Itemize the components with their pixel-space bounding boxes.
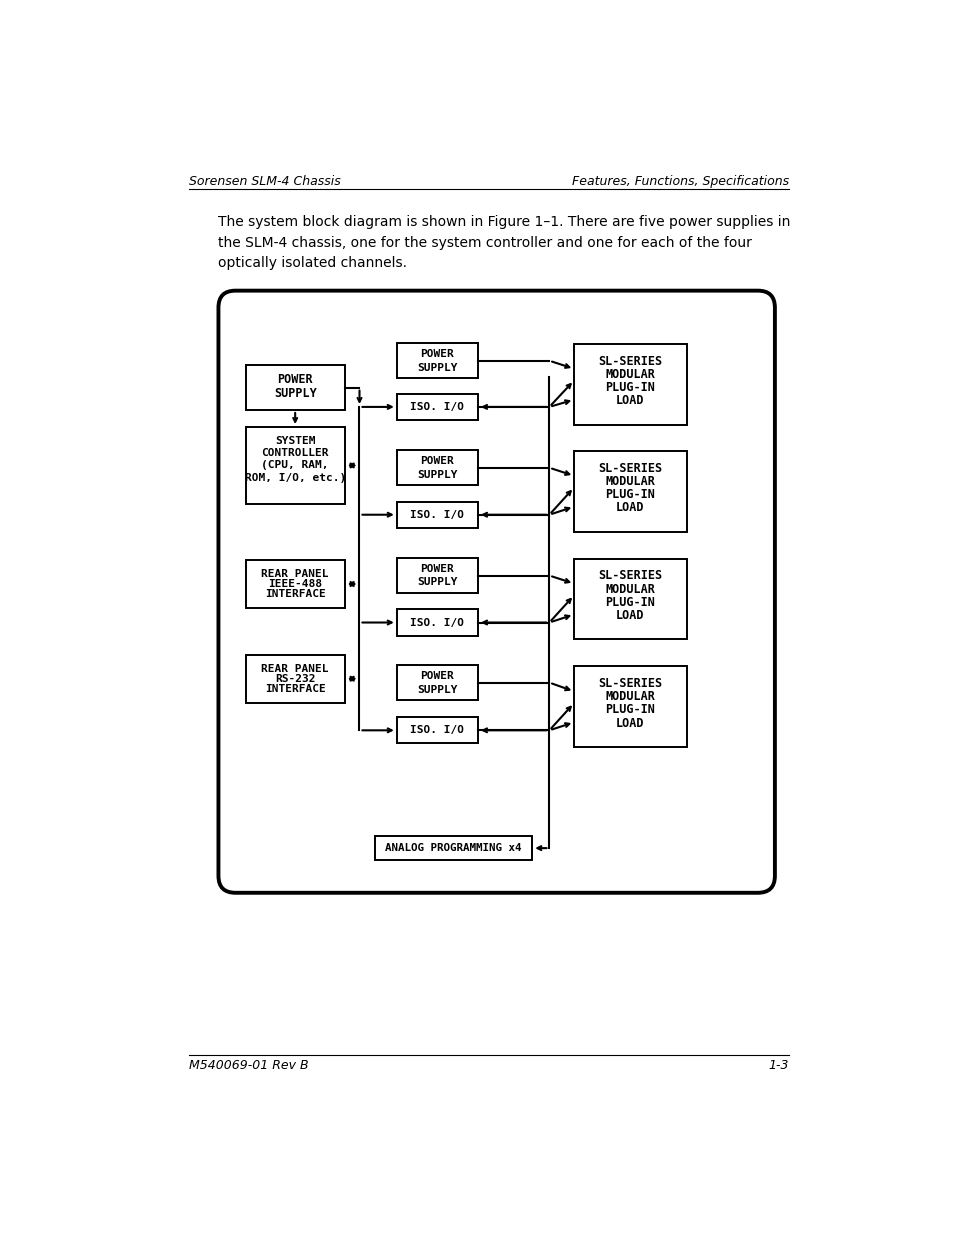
Bar bbox=[396, 343, 477, 378]
Text: 1-3: 1-3 bbox=[767, 1058, 788, 1072]
Bar bbox=[245, 655, 344, 703]
Text: ISO. I/O: ISO. I/O bbox=[410, 401, 464, 412]
Bar bbox=[574, 667, 686, 747]
Text: The system block diagram is shown in Figure 1–1. There are five power supplies i: The system block diagram is shown in Fig… bbox=[218, 215, 790, 270]
Text: SL-SERIES: SL-SERIES bbox=[598, 462, 661, 474]
Bar bbox=[396, 501, 477, 527]
Bar bbox=[375, 836, 532, 861]
Text: Features, Functions, Specifications: Features, Functions, Specifications bbox=[571, 175, 788, 188]
Text: LOAD: LOAD bbox=[616, 501, 644, 514]
Text: REAR PANEL: REAR PANEL bbox=[261, 569, 329, 579]
Text: MODULAR: MODULAR bbox=[605, 368, 655, 380]
Text: PLUG-IN: PLUG-IN bbox=[605, 595, 655, 609]
Text: IEEE-488: IEEE-488 bbox=[268, 579, 322, 589]
Bar bbox=[245, 427, 344, 504]
Bar bbox=[245, 561, 344, 608]
Bar bbox=[396, 609, 477, 636]
Text: SYSTEM: SYSTEM bbox=[274, 436, 315, 446]
Text: SUPPLY: SUPPLY bbox=[416, 363, 457, 373]
Bar bbox=[574, 558, 686, 640]
Text: POWER: POWER bbox=[420, 671, 454, 680]
Text: ISO. I/O: ISO. I/O bbox=[410, 725, 464, 735]
Text: INTERFACE: INTERFACE bbox=[265, 684, 325, 694]
Text: LOAD: LOAD bbox=[616, 394, 644, 406]
Text: M540069-01 Rev B: M540069-01 Rev B bbox=[189, 1058, 309, 1072]
Text: PLUG-IN: PLUG-IN bbox=[605, 380, 655, 394]
Text: REAR PANEL: REAR PANEL bbox=[261, 663, 329, 674]
Text: LOAD: LOAD bbox=[616, 609, 644, 621]
Text: ROM, I/O, etc.): ROM, I/O, etc.) bbox=[244, 473, 345, 483]
Text: INTERFACE: INTERFACE bbox=[265, 589, 325, 599]
Bar bbox=[396, 664, 477, 700]
Text: PLUG-IN: PLUG-IN bbox=[605, 488, 655, 501]
FancyBboxPatch shape bbox=[218, 290, 774, 893]
Text: SUPPLY: SUPPLY bbox=[416, 578, 457, 588]
Text: RS-232: RS-232 bbox=[274, 674, 315, 684]
Text: (CPU, RAM,: (CPU, RAM, bbox=[261, 461, 329, 471]
Text: ISO. I/O: ISO. I/O bbox=[410, 510, 464, 520]
Bar bbox=[396, 718, 477, 743]
Text: SL-SERIES: SL-SERIES bbox=[598, 677, 661, 690]
Text: ANALOG PROGRAMMING x4: ANALOG PROGRAMMING x4 bbox=[385, 844, 521, 853]
Bar bbox=[574, 343, 686, 425]
Bar bbox=[574, 451, 686, 531]
Text: ISO. I/O: ISO. I/O bbox=[410, 618, 464, 627]
Text: MODULAR: MODULAR bbox=[605, 583, 655, 595]
Text: CONTROLLER: CONTROLLER bbox=[261, 448, 329, 458]
Text: SUPPLY: SUPPLY bbox=[416, 684, 457, 694]
Text: POWER: POWER bbox=[420, 348, 454, 359]
Text: SUPPLY: SUPPLY bbox=[274, 388, 316, 400]
Text: Sorensen SLM-4 Chassis: Sorensen SLM-4 Chassis bbox=[189, 175, 340, 188]
Bar bbox=[396, 558, 477, 593]
Text: POWER: POWER bbox=[420, 563, 454, 573]
Text: SL-SERIES: SL-SERIES bbox=[598, 354, 661, 368]
Text: PLUG-IN: PLUG-IN bbox=[605, 704, 655, 716]
Bar bbox=[396, 394, 477, 420]
Text: SL-SERIES: SL-SERIES bbox=[598, 569, 661, 583]
Text: SUPPLY: SUPPLY bbox=[416, 469, 457, 479]
Bar bbox=[396, 450, 477, 485]
Text: MODULAR: MODULAR bbox=[605, 474, 655, 488]
Text: POWER: POWER bbox=[277, 373, 313, 387]
Bar bbox=[245, 366, 344, 410]
Text: POWER: POWER bbox=[420, 456, 454, 466]
Text: MODULAR: MODULAR bbox=[605, 690, 655, 703]
Text: LOAD: LOAD bbox=[616, 716, 644, 730]
